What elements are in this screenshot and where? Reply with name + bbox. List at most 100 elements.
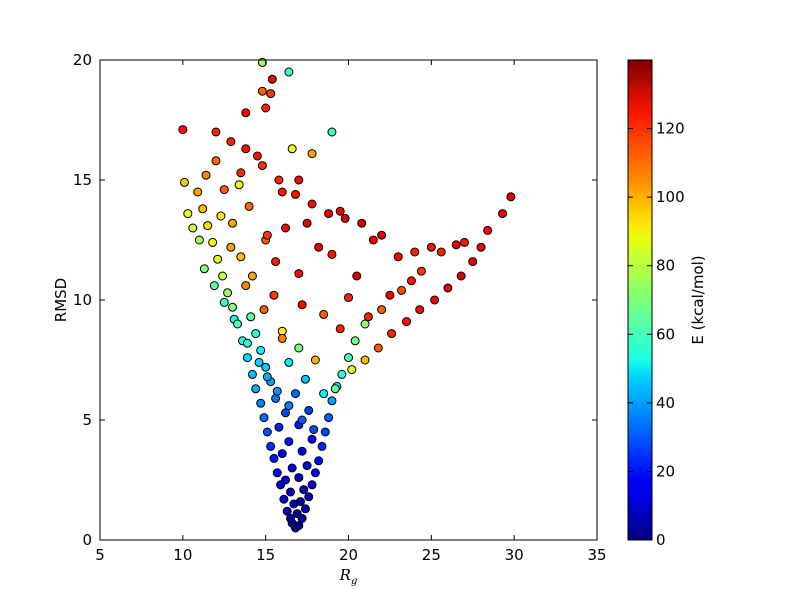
data-point <box>271 393 281 403</box>
data-point <box>286 513 296 523</box>
data-point <box>242 338 252 348</box>
y-tick-label: 5 <box>82 411 92 429</box>
data-point <box>302 218 312 228</box>
data-point <box>307 480 317 490</box>
data-point <box>261 103 271 113</box>
data-point <box>294 269 304 279</box>
data-point <box>286 487 296 497</box>
data-point <box>335 324 345 334</box>
data-point <box>344 293 353 303</box>
data-point <box>468 257 478 267</box>
data-point <box>281 223 291 233</box>
data-point <box>307 199 317 209</box>
data-point <box>247 369 257 379</box>
data-point <box>272 468 282 478</box>
data-point <box>271 257 281 267</box>
data-point <box>262 372 272 382</box>
data-point <box>277 449 287 459</box>
data-point <box>277 333 287 343</box>
data-point <box>310 468 320 478</box>
data-point <box>373 343 383 353</box>
data-point <box>267 74 277 84</box>
x-tick-label: 20 <box>339 546 358 564</box>
x-axis-label-subscript: g <box>351 576 357 587</box>
data-point <box>287 144 297 154</box>
data-point <box>281 408 291 418</box>
data-point <box>307 149 317 159</box>
data-point <box>294 343 304 353</box>
data-point <box>199 264 209 274</box>
colorbar-tick-label: 120 <box>656 120 685 138</box>
data-point <box>401 317 411 327</box>
data-point <box>284 437 294 447</box>
data-point <box>194 235 204 245</box>
data-point <box>251 384 261 394</box>
colorbar-tick-label: 80 <box>656 257 675 275</box>
data-point <box>415 305 425 315</box>
data-point <box>327 396 337 406</box>
x-tick-label: 25 <box>422 546 441 564</box>
data-point <box>259 305 269 315</box>
colorbar-tick-label: 60 <box>656 325 675 343</box>
data-point <box>246 312 256 322</box>
data-point <box>261 362 271 372</box>
y-tick-label: 10 <box>73 291 92 309</box>
data-point <box>279 494 289 504</box>
data-point <box>211 127 221 137</box>
data-point <box>259 413 269 423</box>
data-point <box>347 365 357 375</box>
colorbar-tick-label: 0 <box>656 531 666 549</box>
data-point <box>257 86 267 96</box>
data-point <box>299 485 309 495</box>
data-point <box>254 357 264 367</box>
data-point <box>337 369 347 379</box>
data-point <box>262 230 272 240</box>
data-point <box>319 389 329 399</box>
data-point <box>266 441 276 451</box>
data-point <box>324 209 334 219</box>
data-point <box>208 237 218 247</box>
data-point <box>416 266 426 276</box>
data-point <box>219 297 229 307</box>
data-point <box>290 389 300 399</box>
data-point <box>284 67 294 77</box>
data-point <box>459 237 469 247</box>
data-point <box>211 156 221 166</box>
x-axis-label-main: R <box>339 566 351 584</box>
x-tick-label: 30 <box>505 546 524 564</box>
data-point <box>203 221 213 231</box>
data-point <box>393 252 403 262</box>
data-point <box>216 211 226 221</box>
data-point <box>290 189 300 199</box>
data-point <box>226 137 236 147</box>
data-point <box>251 329 261 339</box>
data-point <box>297 300 307 310</box>
data-point <box>319 309 329 319</box>
data-point <box>300 374 310 384</box>
data-point <box>284 401 294 411</box>
data-point <box>228 302 238 312</box>
data-point <box>304 492 314 502</box>
data-point <box>297 446 307 456</box>
data-point <box>476 242 486 252</box>
data-point <box>344 353 353 363</box>
data-point <box>198 204 208 214</box>
data-point <box>218 271 228 281</box>
data-point <box>287 463 297 473</box>
data-point <box>377 230 387 240</box>
data-point <box>297 415 307 425</box>
data-point <box>456 271 466 281</box>
data-point <box>330 384 340 394</box>
data-point <box>277 187 287 197</box>
data-point <box>233 319 243 329</box>
data-point <box>289 499 299 509</box>
data-point <box>276 480 286 490</box>
data-point <box>256 398 266 408</box>
data-point <box>430 295 440 305</box>
data-point <box>436 247 446 257</box>
data-point <box>234 180 244 190</box>
colorbar-tick-label: 100 <box>656 188 685 206</box>
x-tick-label: 10 <box>173 546 192 564</box>
data-point <box>193 187 203 197</box>
